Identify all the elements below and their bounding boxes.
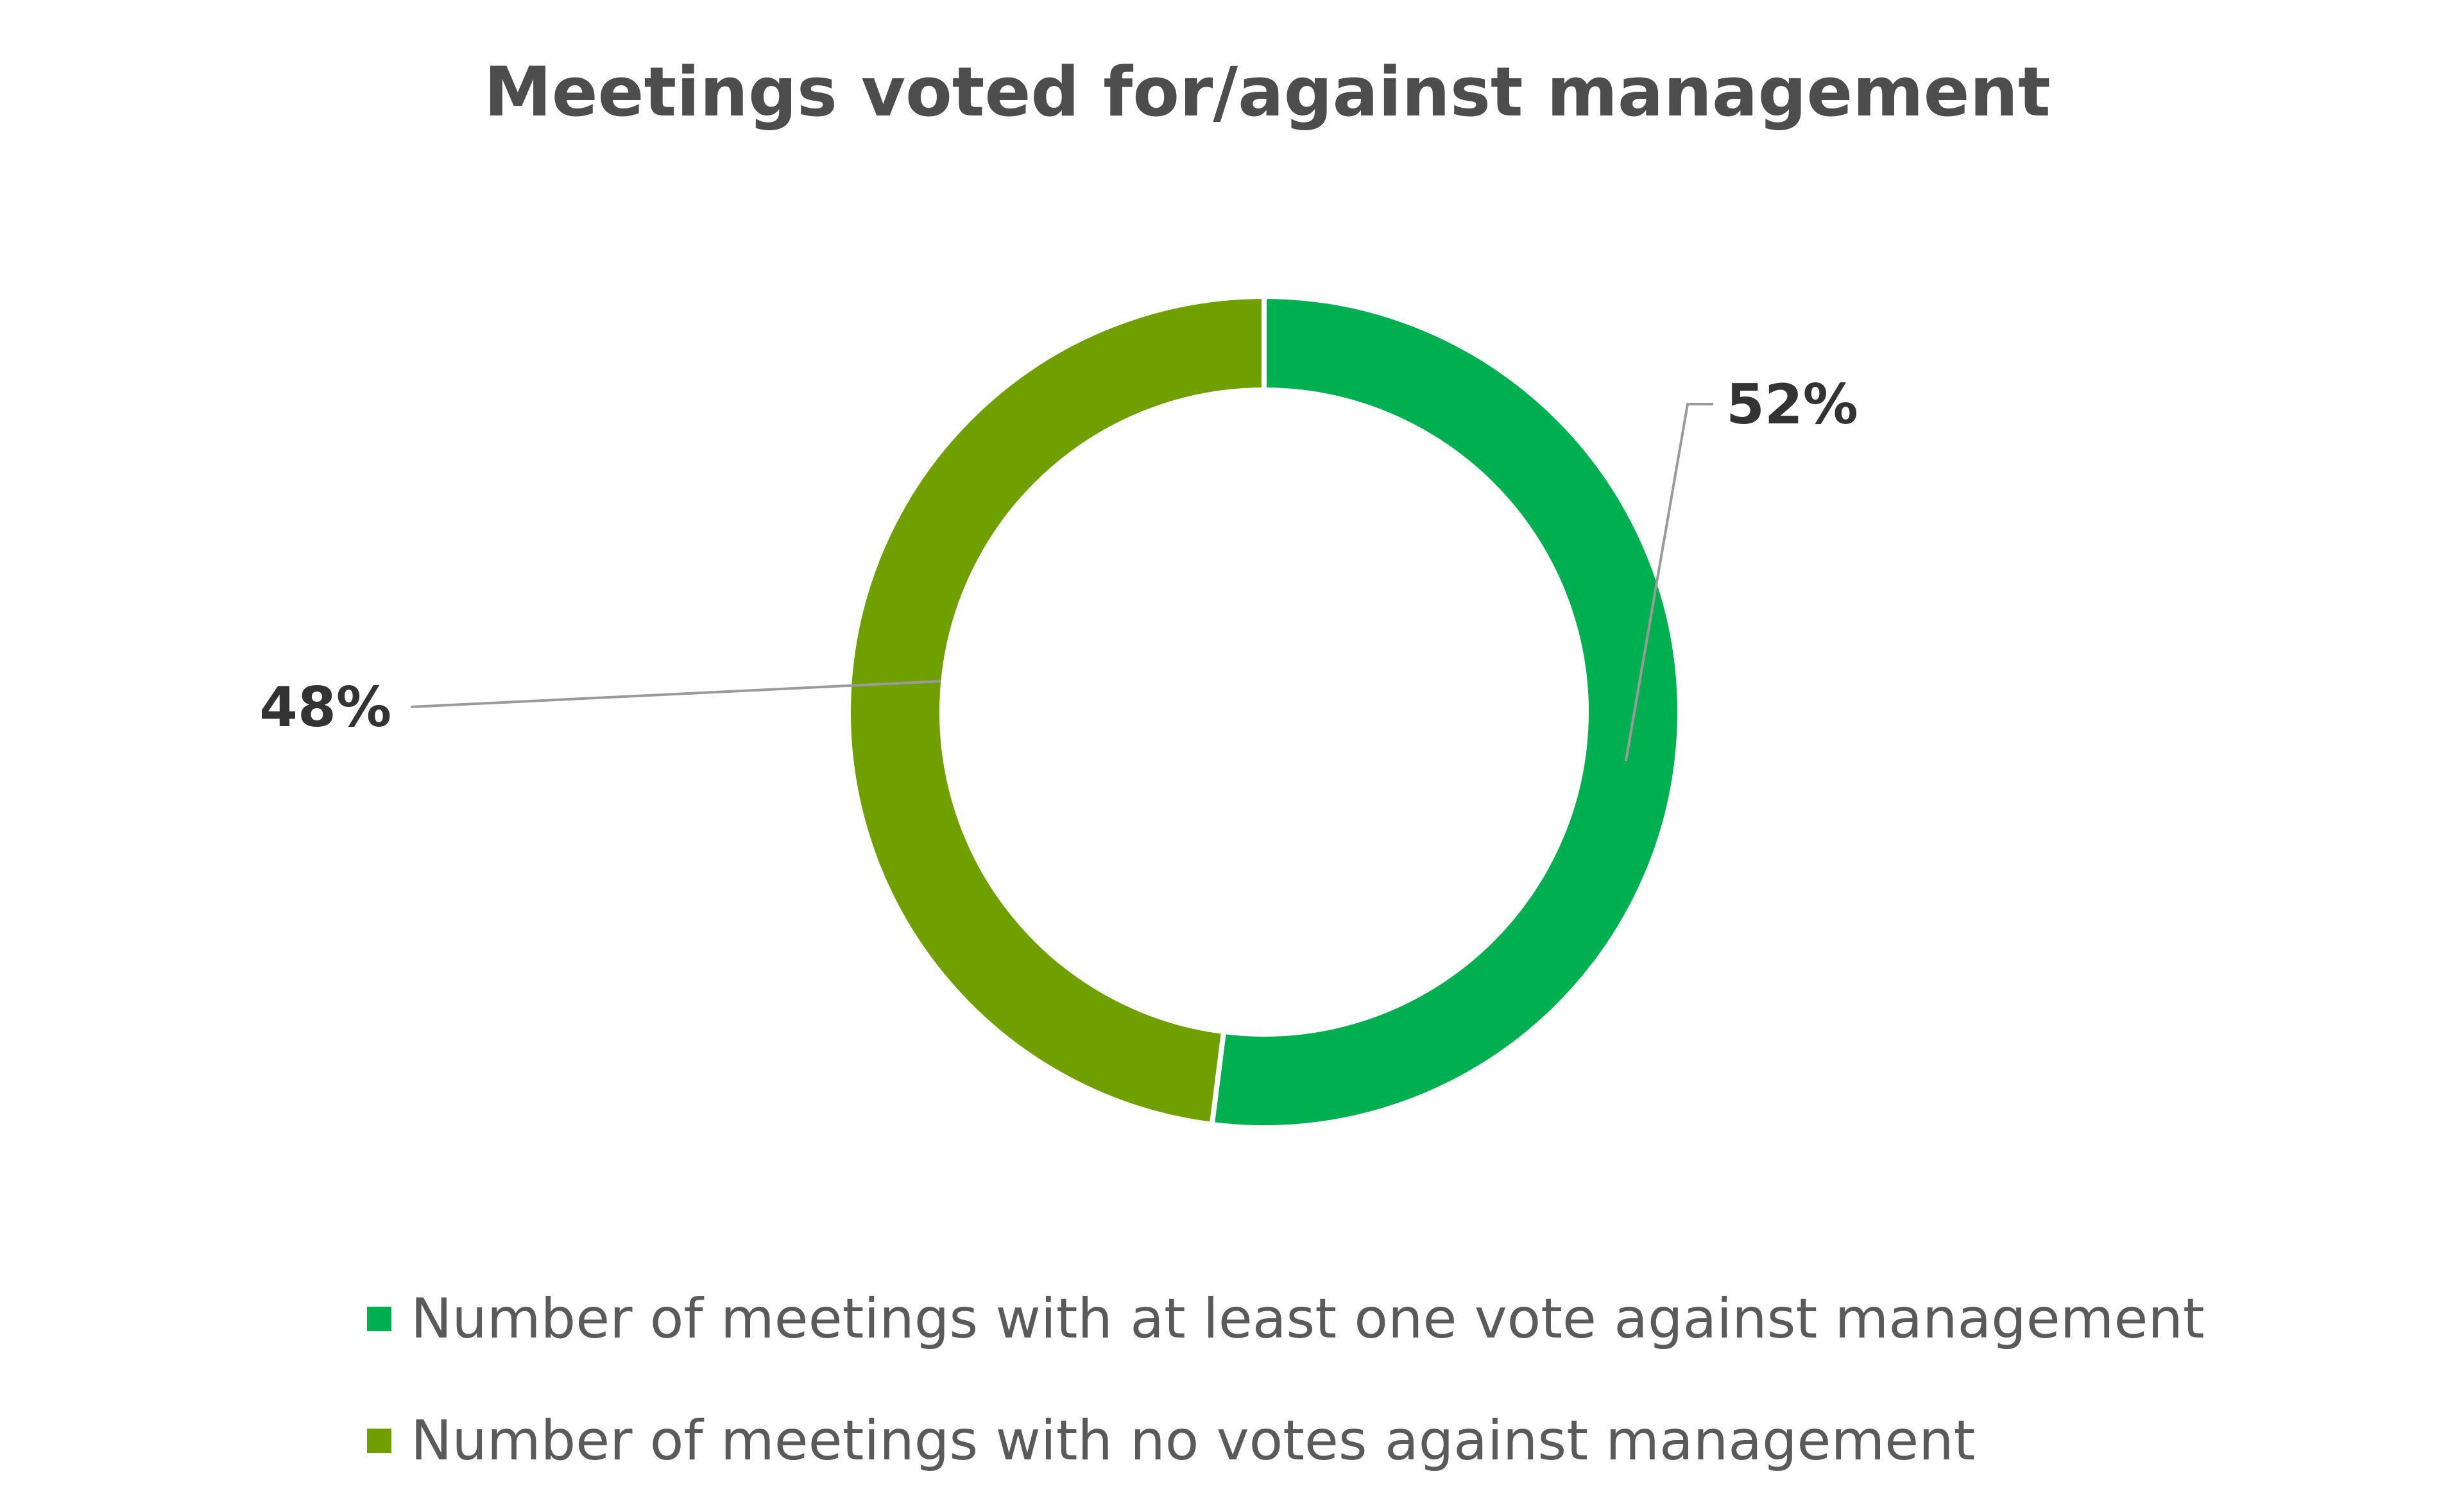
legend-label-2: Number of meetings with no votes against… [411,1409,1975,1473]
data-label-2: 48% [259,675,391,740]
chart-title: Meetings voted for/against management [484,53,2050,132]
donut-slices [846,293,1682,1130]
slice-2 [846,293,1267,1128]
data-label-1: 52% [1726,373,1858,437]
leader-line-2 [410,679,941,708]
data-labels: 52% 48% [259,373,1858,761]
legend: Number of meetings with at least one vot… [367,1287,2205,1473]
legend-swatch-1 [367,1307,391,1331]
slice-1 [1209,293,1682,1130]
leader-line-1 [1624,403,1713,761]
legend-label-1: Number of meetings with at least one vot… [411,1287,2205,1351]
legend-swatch-2 [367,1429,391,1453]
